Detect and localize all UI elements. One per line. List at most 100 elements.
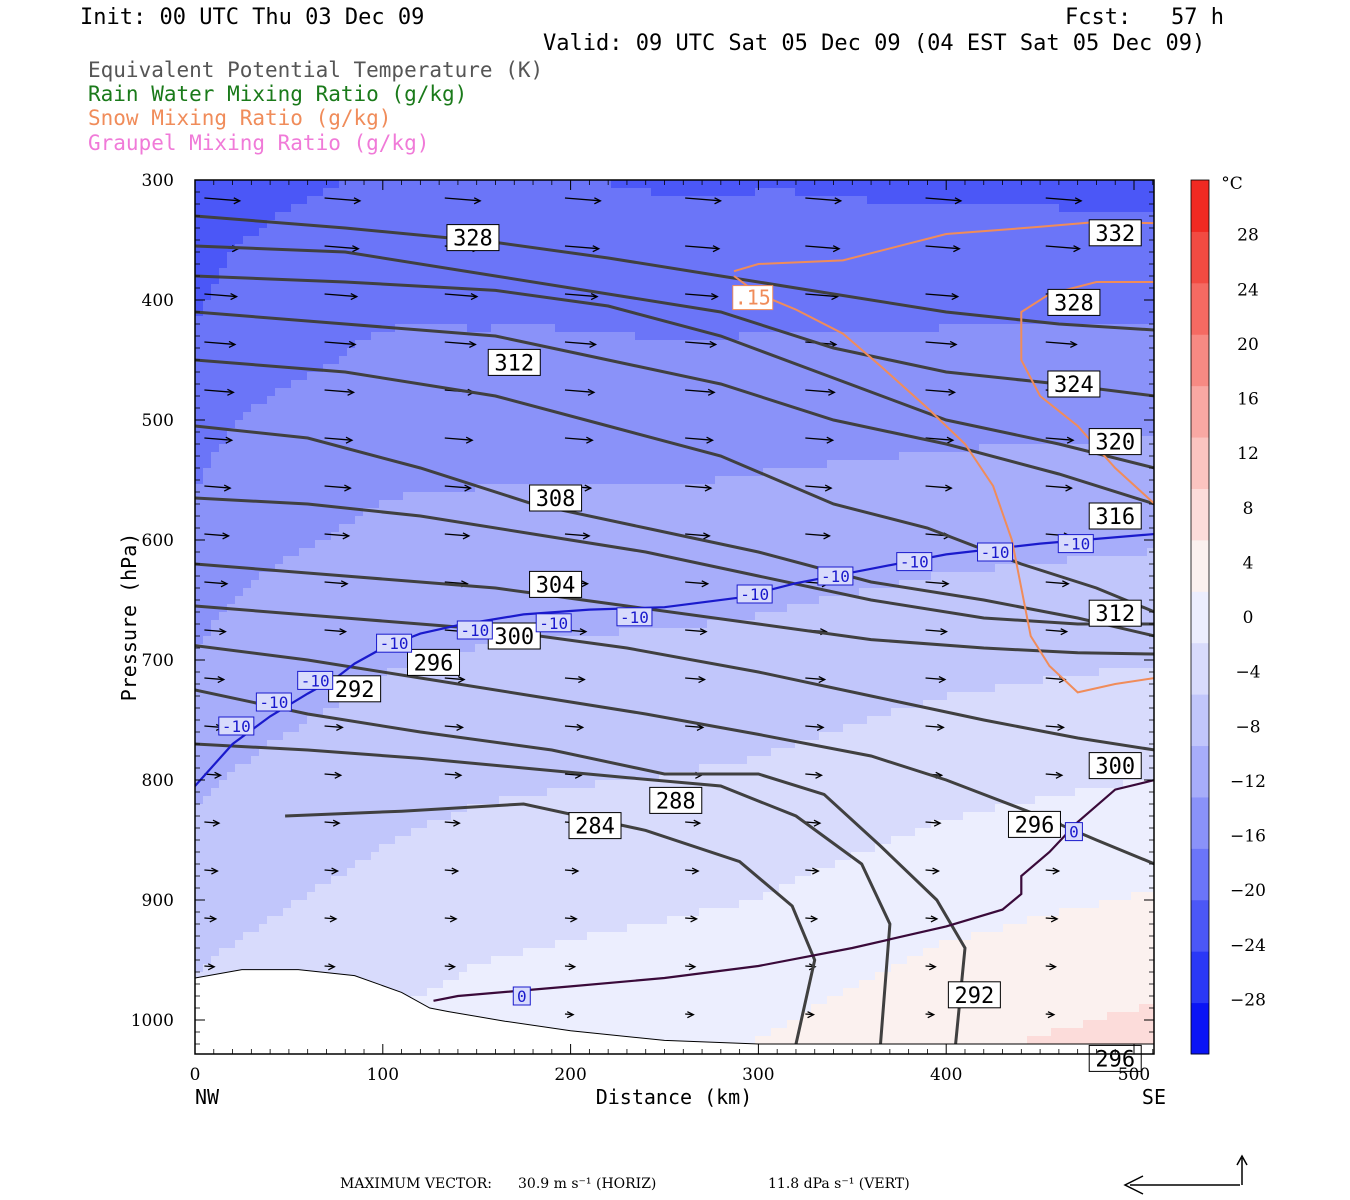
field-cell <box>691 308 699 316</box>
field-cell <box>1067 468 1075 476</box>
field-cell <box>1011 348 1019 356</box>
field-cell <box>763 196 771 204</box>
field-cell <box>819 404 827 412</box>
field-cell <box>243 404 251 412</box>
field-cell <box>651 332 659 340</box>
field-cell <box>411 404 419 412</box>
field-cell <box>555 228 563 236</box>
field-cell <box>355 340 363 348</box>
field-cell <box>683 500 691 508</box>
field-cell <box>731 372 739 380</box>
field-cell <box>323 212 331 220</box>
field-cell <box>611 252 619 260</box>
field-cell <box>651 356 659 364</box>
field-cell <box>1083 316 1091 324</box>
field-cell <box>435 324 443 332</box>
field-cell <box>859 484 867 492</box>
field-cell <box>291 484 299 492</box>
field-cell <box>723 180 731 188</box>
field-cell <box>435 420 443 428</box>
field-cell <box>531 276 539 284</box>
field-cell <box>939 492 947 500</box>
field-cell <box>1107 404 1115 412</box>
field-cell <box>971 332 979 340</box>
field-cell <box>219 180 227 188</box>
field-cell <box>347 356 355 364</box>
field-cell <box>763 340 771 348</box>
field-cell <box>707 316 715 324</box>
field-cell <box>763 308 771 316</box>
field-cell <box>659 268 667 276</box>
field-cell <box>715 292 723 300</box>
field-cell <box>707 252 715 260</box>
field-cell <box>355 276 363 284</box>
field-cell <box>579 276 587 284</box>
field-cell <box>603 476 611 484</box>
field-cell <box>531 236 539 244</box>
field-cell <box>203 292 211 300</box>
field-cell <box>699 236 707 244</box>
field-cell <box>723 484 731 492</box>
field-cell <box>571 388 579 396</box>
field-cell <box>227 180 235 188</box>
field-cell <box>227 308 235 316</box>
field-cell <box>683 228 691 236</box>
field-cell <box>427 484 435 492</box>
field-cell <box>251 268 259 276</box>
field-cell <box>683 388 691 396</box>
field-cell <box>1123 300 1131 308</box>
field-cell <box>763 276 771 284</box>
field-cell <box>355 300 363 308</box>
field-cell <box>691 300 699 308</box>
field-cell <box>995 180 1003 188</box>
field-cell <box>395 212 403 220</box>
field-cell <box>403 436 411 444</box>
field-cell <box>1115 300 1123 308</box>
field-cell <box>1059 316 1067 324</box>
field-cell <box>819 212 827 220</box>
field-cell <box>339 476 347 484</box>
field-cell <box>1091 396 1099 404</box>
field-cell <box>531 468 539 476</box>
field-cell <box>603 268 611 276</box>
field-cell <box>467 300 475 308</box>
field-cell <box>803 500 811 508</box>
field-cell <box>547 292 555 300</box>
field-cell <box>371 332 379 340</box>
field-cell <box>675 404 683 412</box>
field-cell <box>291 396 299 404</box>
field-cell <box>835 284 843 292</box>
field-cell <box>891 500 899 508</box>
field-cell <box>899 364 907 372</box>
field-cell <box>571 300 579 308</box>
field-cell <box>1075 428 1083 436</box>
field-cell <box>787 308 795 316</box>
field-cell <box>219 380 227 388</box>
field-cell <box>883 252 891 260</box>
field-cell <box>1035 228 1043 236</box>
field-cell <box>931 220 939 228</box>
field-cell <box>235 308 243 316</box>
field-cell <box>315 292 323 300</box>
field-cell <box>411 412 419 420</box>
field-cell <box>587 428 595 436</box>
field-cell <box>555 404 563 412</box>
field-cell <box>475 396 483 404</box>
field-cell <box>1011 204 1019 212</box>
field-cell <box>323 332 331 340</box>
field-cell <box>851 236 859 244</box>
field-cell <box>787 292 795 300</box>
field-cell <box>1099 364 1107 372</box>
field-cell <box>507 292 515 300</box>
field-cell <box>1019 324 1027 332</box>
field-cell <box>963 284 971 292</box>
field-cell <box>195 364 203 372</box>
field-cell <box>987 380 995 388</box>
field-cell <box>699 372 707 380</box>
field-cell <box>203 220 211 228</box>
field-cell <box>699 452 707 460</box>
field-cell <box>427 372 435 380</box>
field-cell <box>203 348 211 356</box>
field-cell <box>275 508 283 516</box>
field-cell <box>915 500 923 508</box>
